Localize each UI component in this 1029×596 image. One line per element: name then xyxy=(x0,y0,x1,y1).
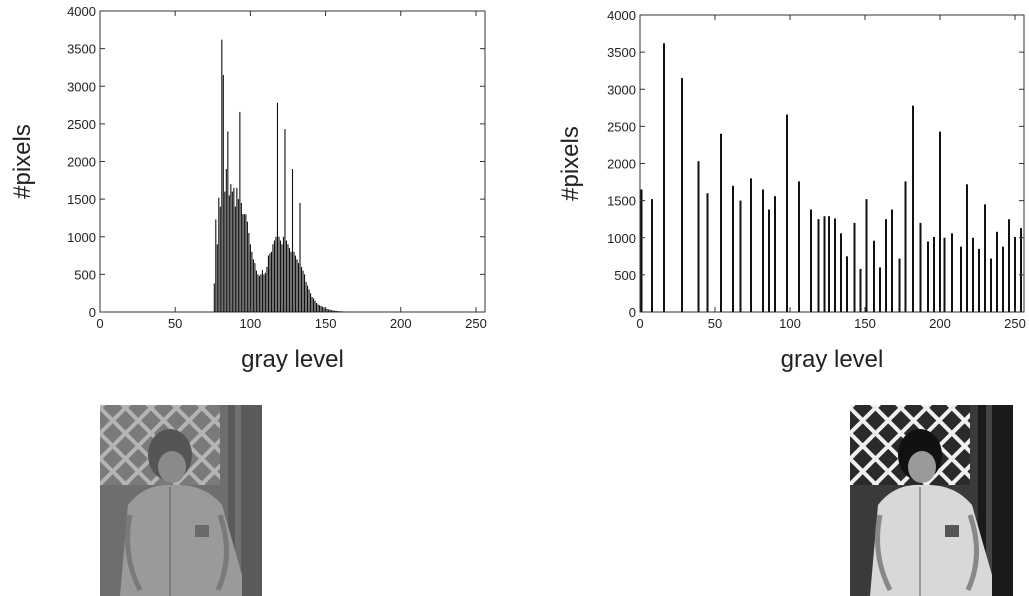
y-tick-label: 3000 xyxy=(607,82,636,97)
x-tick-label: 50 xyxy=(708,316,722,331)
y-tick-label: 2500 xyxy=(607,119,636,134)
photo-original xyxy=(100,405,262,596)
y-tick-label: 2500 xyxy=(67,117,96,132)
y-tick-label: 1000 xyxy=(607,231,636,246)
histogram-original-svg: 0 50 100 150 200 2500500100015002000250030003… xyxy=(9,4,487,373)
y-tick-label: 500 xyxy=(614,268,636,283)
photo-equalized-image xyxy=(850,405,1013,596)
y-tick-label: 2000 xyxy=(67,155,96,170)
y-tick-label: 4000 xyxy=(67,4,96,19)
x-tick-label: 250 xyxy=(1004,316,1026,331)
x-axis-label: gray level xyxy=(241,346,344,373)
x-tick-label: 100 xyxy=(240,316,262,331)
x-tick-label: 50 xyxy=(168,316,182,331)
x-tick-label: 250 xyxy=(465,316,487,331)
bars-group xyxy=(213,39,432,312)
y-tick-label: 2000 xyxy=(607,157,636,172)
y-tick-label: 1000 xyxy=(67,230,96,245)
photo-equalized xyxy=(850,405,1013,596)
y-tick-label: 1500 xyxy=(67,192,96,207)
y-axis-label: #pixels xyxy=(9,124,36,199)
x-tick-label: 100 xyxy=(779,316,801,331)
x-tick-label: 200 xyxy=(390,316,412,331)
x-axis-label: gray level xyxy=(781,346,884,373)
x-tick-label: 150 xyxy=(854,316,876,331)
y-tick-label: 3500 xyxy=(67,42,96,57)
y-tick-label: 0 xyxy=(89,305,96,320)
photo-original-image xyxy=(100,405,262,596)
x-tick-label: 200 xyxy=(929,316,951,331)
y-tick-label: 4000 xyxy=(607,8,636,23)
y-tick-label: 1500 xyxy=(607,194,636,209)
y-tick-label: 0 xyxy=(629,305,636,320)
y-tick-label: 3000 xyxy=(67,79,96,94)
y-tick-label: 3500 xyxy=(607,45,636,60)
bars-group xyxy=(640,43,1022,312)
x-tick-label: 150 xyxy=(315,316,337,331)
x-tick-label: 0 xyxy=(636,316,643,331)
y-axis-label: #pixels xyxy=(557,126,584,201)
y-tick-label: 500 xyxy=(74,267,96,282)
histogram-equalized-svg: 0 50 100 150 200 2500500100015002000250030003… xyxy=(557,8,1026,373)
histogram-original: 0 50 100 150 200 250 0 500 1000 1500 2000 2500 3000 3… xyxy=(0,0,500,380)
histogram-equalized: 0 50 100 150 200 250 0 500 1000 1500 2000 2500 3000 3… xyxy=(545,0,1029,380)
x-tick-label: 0 xyxy=(96,316,103,331)
